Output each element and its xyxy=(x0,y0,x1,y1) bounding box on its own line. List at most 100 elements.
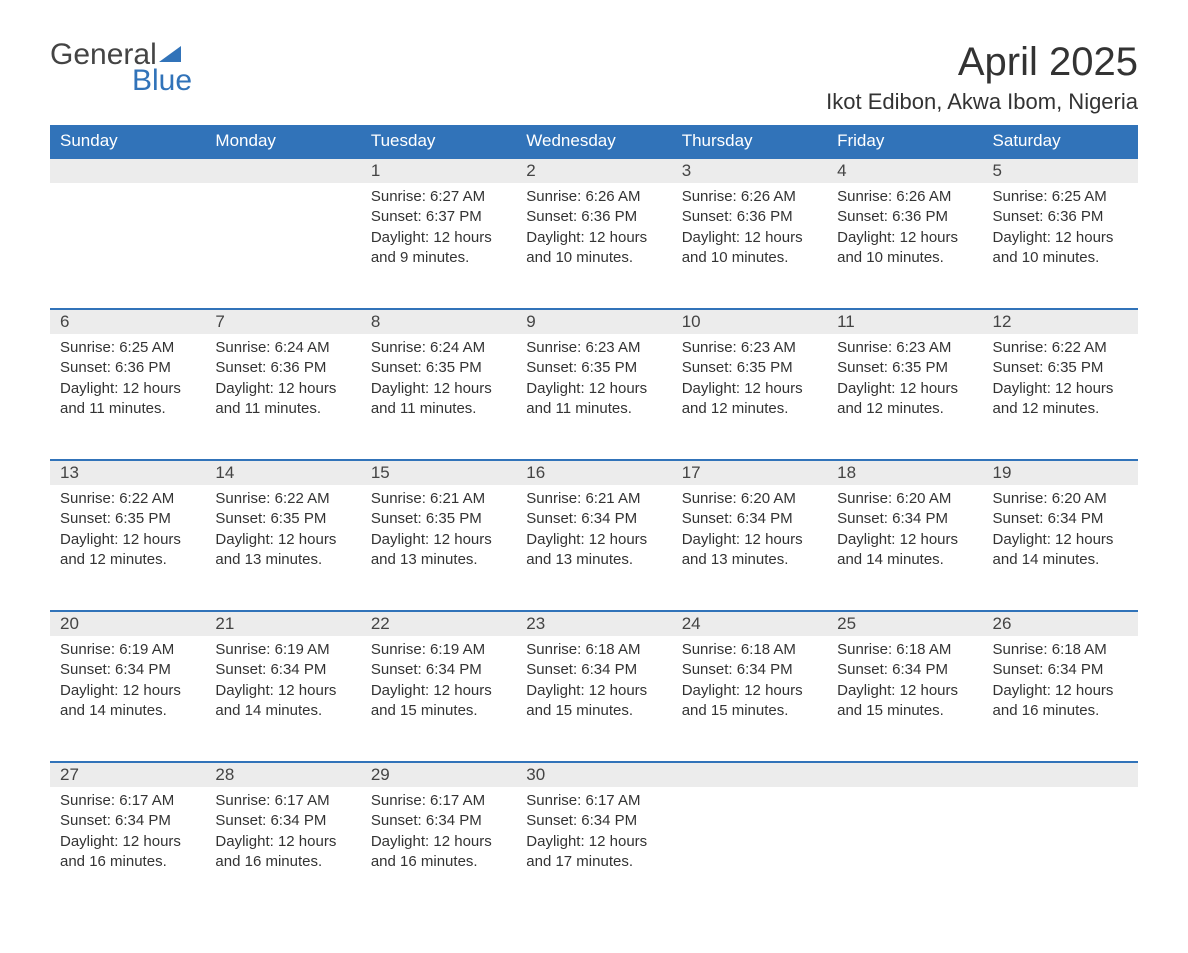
daylight-text: Daylight: 12 hours and 13 minutes. xyxy=(682,530,817,571)
day-number-cell xyxy=(50,158,205,183)
day-number-cell: 26 xyxy=(983,611,1138,636)
sunrise-text: Sunrise: 6:24 AM xyxy=(371,338,506,358)
daylight-text: Daylight: 12 hours and 9 minutes. xyxy=(371,228,506,269)
day-number-cell: 12 xyxy=(983,309,1138,334)
sunset-text: Sunset: 6:34 PM xyxy=(682,509,817,529)
day-number-cell: 9 xyxy=(516,309,671,334)
day-content-cell: Sunrise: 6:18 AMSunset: 6:34 PMDaylight:… xyxy=(672,636,827,762)
day-number-cell: 6 xyxy=(50,309,205,334)
sunrise-text: Sunrise: 6:17 AM xyxy=(526,791,661,811)
title-block: April 2025 Ikot Edibon, Akwa Ibom, Niger… xyxy=(826,40,1138,115)
day-content-cell: Sunrise: 6:26 AMSunset: 6:36 PMDaylight:… xyxy=(827,183,982,309)
sunset-text: Sunset: 6:37 PM xyxy=(371,207,506,227)
calendar-table: Sunday Monday Tuesday Wednesday Thursday… xyxy=(50,125,1138,913)
daylight-text: Daylight: 12 hours and 11 minutes. xyxy=(371,379,506,420)
sunset-text: Sunset: 6:34 PM xyxy=(526,811,661,831)
day-content-row: Sunrise: 6:22 AMSunset: 6:35 PMDaylight:… xyxy=(50,485,1138,611)
day-number-cell: 10 xyxy=(672,309,827,334)
sunrise-text: Sunrise: 6:21 AM xyxy=(371,489,506,509)
daylight-text: Daylight: 12 hours and 14 minutes. xyxy=(60,681,195,722)
day-number-cell: 7 xyxy=(205,309,360,334)
sunrise-text: Sunrise: 6:24 AM xyxy=(215,338,350,358)
sunrise-text: Sunrise: 6:26 AM xyxy=(837,187,972,207)
sunrise-text: Sunrise: 6:18 AM xyxy=(993,640,1128,660)
sunset-text: Sunset: 6:35 PM xyxy=(993,358,1128,378)
day-content-cell: Sunrise: 6:19 AMSunset: 6:34 PMDaylight:… xyxy=(361,636,516,762)
day-number-cell: 4 xyxy=(827,158,982,183)
day-content-cell xyxy=(672,787,827,913)
day-content-cell: Sunrise: 6:18 AMSunset: 6:34 PMDaylight:… xyxy=(983,636,1138,762)
day-number-cell: 16 xyxy=(516,460,671,485)
daylight-text: Daylight: 12 hours and 15 minutes. xyxy=(371,681,506,722)
daylight-text: Daylight: 12 hours and 12 minutes. xyxy=(682,379,817,420)
day-number-cell: 2 xyxy=(516,158,671,183)
sunrise-text: Sunrise: 6:26 AM xyxy=(526,187,661,207)
day-number-row: 20212223242526 xyxy=(50,611,1138,636)
day-number-cell: 23 xyxy=(516,611,671,636)
sunset-text: Sunset: 6:34 PM xyxy=(837,509,972,529)
daylight-text: Daylight: 12 hours and 14 minutes. xyxy=(993,530,1128,571)
sunrise-text: Sunrise: 6:22 AM xyxy=(60,489,195,509)
sunrise-text: Sunrise: 6:17 AM xyxy=(371,791,506,811)
day-content-cell: Sunrise: 6:22 AMSunset: 6:35 PMDaylight:… xyxy=(50,485,205,611)
day-content-cell: Sunrise: 6:23 AMSunset: 6:35 PMDaylight:… xyxy=(672,334,827,460)
sunrise-text: Sunrise: 6:25 AM xyxy=(60,338,195,358)
sunrise-text: Sunrise: 6:18 AM xyxy=(837,640,972,660)
sunrise-text: Sunrise: 6:22 AM xyxy=(993,338,1128,358)
day-number-cell xyxy=(205,158,360,183)
sunrise-text: Sunrise: 6:23 AM xyxy=(526,338,661,358)
day-content-cell: Sunrise: 6:17 AMSunset: 6:34 PMDaylight:… xyxy=(361,787,516,913)
daylight-text: Daylight: 12 hours and 13 minutes. xyxy=(526,530,661,571)
day-content-cell: Sunrise: 6:25 AMSunset: 6:36 PMDaylight:… xyxy=(983,183,1138,309)
day-number-cell: 27 xyxy=(50,762,205,787)
day-header: Friday xyxy=(827,125,982,158)
sunset-text: Sunset: 6:34 PM xyxy=(60,811,195,831)
sunrise-text: Sunrise: 6:18 AM xyxy=(526,640,661,660)
day-content-cell xyxy=(50,183,205,309)
day-content-row: Sunrise: 6:27 AMSunset: 6:37 PMDaylight:… xyxy=(50,183,1138,309)
daylight-text: Daylight: 12 hours and 16 minutes. xyxy=(993,681,1128,722)
sunset-text: Sunset: 6:35 PM xyxy=(837,358,972,378)
day-number-cell: 25 xyxy=(827,611,982,636)
day-content-cell: Sunrise: 6:24 AMSunset: 6:36 PMDaylight:… xyxy=(205,334,360,460)
sunrise-text: Sunrise: 6:17 AM xyxy=(60,791,195,811)
sunset-text: Sunset: 6:35 PM xyxy=(371,509,506,529)
day-number-cell: 11 xyxy=(827,309,982,334)
sunrise-text: Sunrise: 6:20 AM xyxy=(837,489,972,509)
daylight-text: Daylight: 12 hours and 10 minutes. xyxy=(526,228,661,269)
day-number-cell xyxy=(983,762,1138,787)
sunrise-text: Sunrise: 6:19 AM xyxy=(215,640,350,660)
day-number-cell: 20 xyxy=(50,611,205,636)
logo-word-2: Blue xyxy=(50,66,192,96)
day-content-cell: Sunrise: 6:20 AMSunset: 6:34 PMDaylight:… xyxy=(672,485,827,611)
day-number-cell: 1 xyxy=(361,158,516,183)
day-content-cell xyxy=(827,787,982,913)
day-content-row: Sunrise: 6:19 AMSunset: 6:34 PMDaylight:… xyxy=(50,636,1138,762)
logo-triangle-icon xyxy=(159,46,181,62)
sunrise-text: Sunrise: 6:21 AM xyxy=(526,489,661,509)
day-content-cell: Sunrise: 6:26 AMSunset: 6:36 PMDaylight:… xyxy=(672,183,827,309)
sunset-text: Sunset: 6:34 PM xyxy=(371,811,506,831)
day-header: Saturday xyxy=(983,125,1138,158)
day-content-cell xyxy=(205,183,360,309)
sunset-text: Sunset: 6:35 PM xyxy=(682,358,817,378)
sunrise-text: Sunrise: 6:22 AM xyxy=(215,489,350,509)
sunrise-text: Sunrise: 6:23 AM xyxy=(837,338,972,358)
day-content-cell: Sunrise: 6:21 AMSunset: 6:35 PMDaylight:… xyxy=(361,485,516,611)
sunset-text: Sunset: 6:35 PM xyxy=(215,509,350,529)
day-content-cell: Sunrise: 6:22 AMSunset: 6:35 PMDaylight:… xyxy=(205,485,360,611)
daylight-text: Daylight: 12 hours and 10 minutes. xyxy=(837,228,972,269)
daylight-text: Daylight: 12 hours and 13 minutes. xyxy=(215,530,350,571)
day-content-cell: Sunrise: 6:22 AMSunset: 6:35 PMDaylight:… xyxy=(983,334,1138,460)
day-content-cell: Sunrise: 6:20 AMSunset: 6:34 PMDaylight:… xyxy=(827,485,982,611)
day-number-cell: 13 xyxy=(50,460,205,485)
day-number-cell: 30 xyxy=(516,762,671,787)
day-content-cell: Sunrise: 6:18 AMSunset: 6:34 PMDaylight:… xyxy=(516,636,671,762)
day-content-cell: Sunrise: 6:23 AMSunset: 6:35 PMDaylight:… xyxy=(827,334,982,460)
daylight-text: Daylight: 12 hours and 12 minutes. xyxy=(993,379,1128,420)
sunrise-text: Sunrise: 6:19 AM xyxy=(371,640,506,660)
day-number-cell: 8 xyxy=(361,309,516,334)
daylight-text: Daylight: 12 hours and 10 minutes. xyxy=(682,228,817,269)
sunset-text: Sunset: 6:34 PM xyxy=(215,811,350,831)
daylight-text: Daylight: 12 hours and 14 minutes. xyxy=(837,530,972,571)
